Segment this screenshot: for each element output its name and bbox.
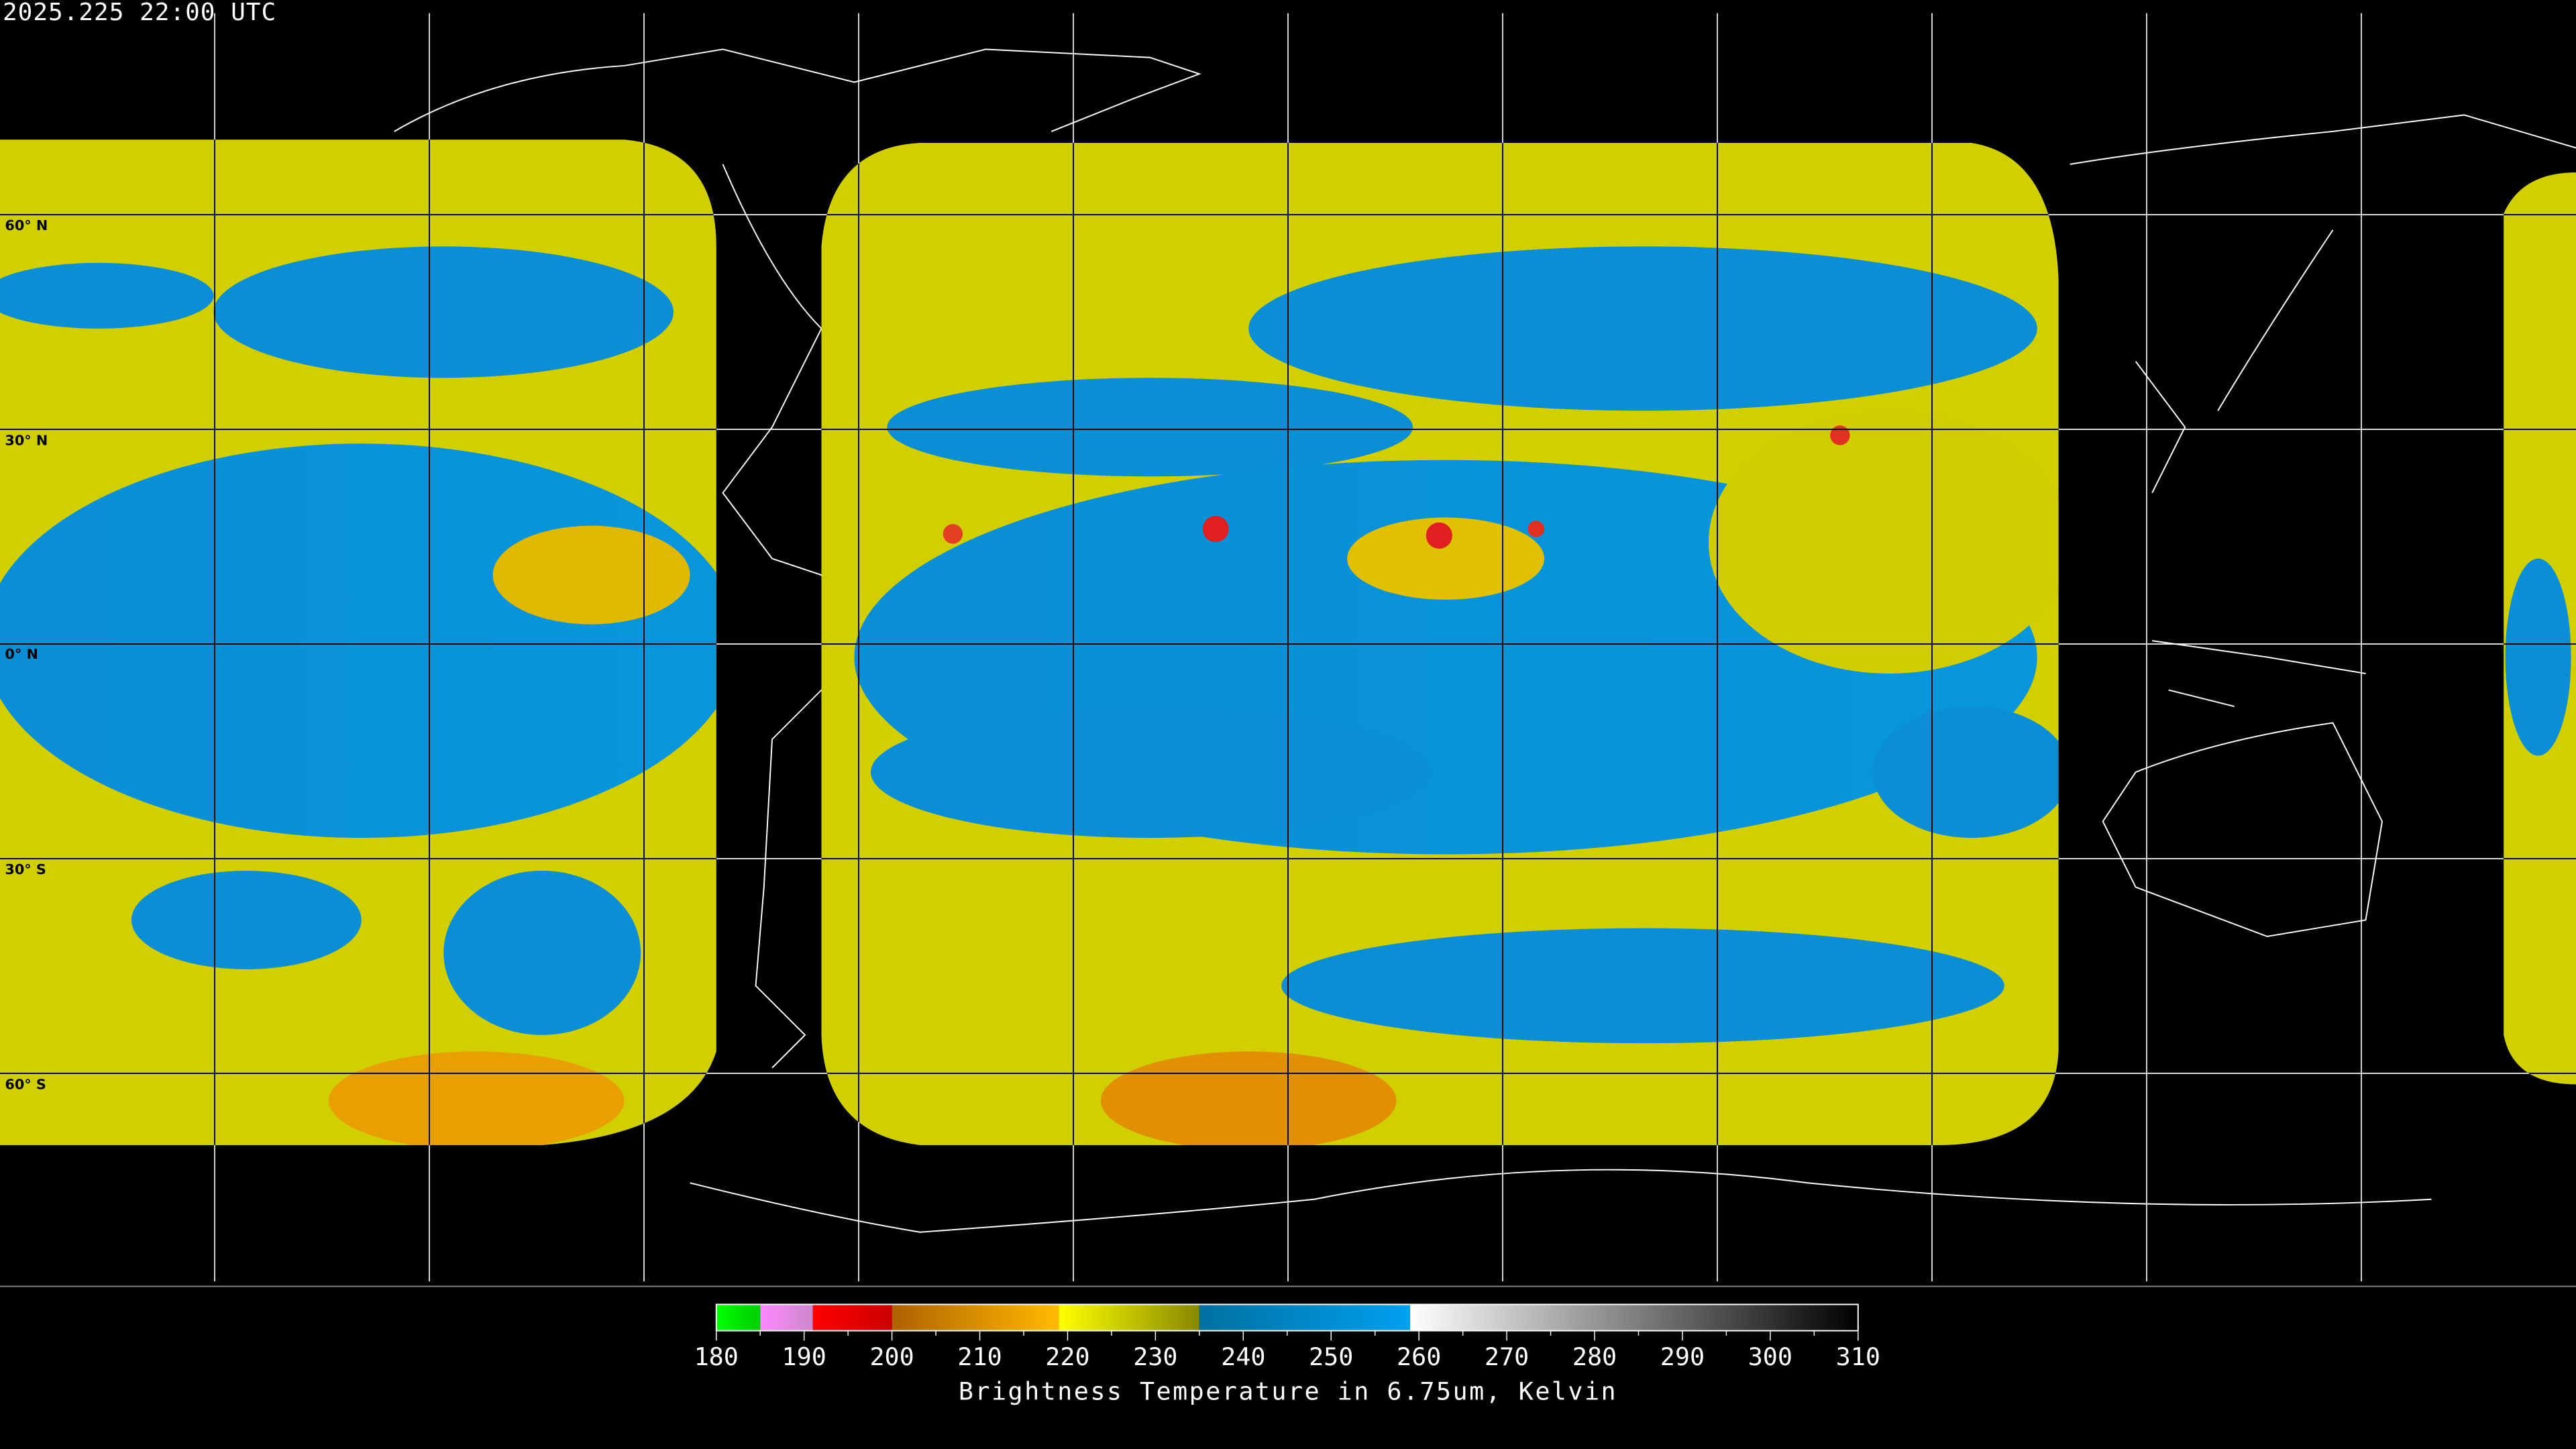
colorbar-title: Brightness Temperature in 6.75um, Kelvin [959, 1377, 1617, 1406]
colorbar-tick-label: 310 [1836, 1342, 1880, 1371]
lat-label-0n: 0° N [5, 646, 38, 662]
colorbar-segment [1059, 1304, 1199, 1331]
colorbar-segment [892, 1304, 1059, 1331]
lat-label-30n: 30° N [5, 433, 48, 449]
colorbar-tick-label: 210 [957, 1342, 1002, 1371]
colorbar-tick-label: 300 [1748, 1342, 1792, 1371]
colorbar-tick-label: 260 [1397, 1342, 1441, 1371]
colorbar-tick-label: 190 [782, 1342, 826, 1371]
colorbar-segment [1199, 1304, 1411, 1331]
lat-label-30s: 30° S [5, 861, 46, 877]
colorbar-tick-label: 230 [1133, 1342, 1177, 1371]
colorbar-tick-label: 240 [1221, 1342, 1265, 1371]
colorbar-tick-label: 280 [1572, 1342, 1617, 1371]
coastlines [394, 48, 2576, 1233]
colorbar-tick-label: 200 [869, 1342, 914, 1371]
colorbar-tick-label: 220 [1045, 1342, 1089, 1371]
colorbar-segment [1410, 1304, 1858, 1331]
colorbar: 180 190 200 210 220 230 240 250 260 270 280 290 300 3… [694, 1303, 1880, 1371]
timestamp: 2025.225 22:00 UTC [3, 0, 277, 26]
colorbar-tick-label: 250 [1309, 1342, 1353, 1371]
colorbar-tick-label: 290 [1660, 1342, 1705, 1371]
lat-label-60s: 60° S [5, 1077, 46, 1093]
colorbar-segment [760, 1304, 813, 1331]
colorbar-tick-label: 180 [694, 1342, 739, 1371]
colorbar-segment [716, 1304, 761, 1331]
colorbar-tick-label: 270 [1485, 1342, 1529, 1371]
lat-label-60n: 60° N [5, 217, 48, 233]
colorbar-segment [812, 1304, 892, 1331]
